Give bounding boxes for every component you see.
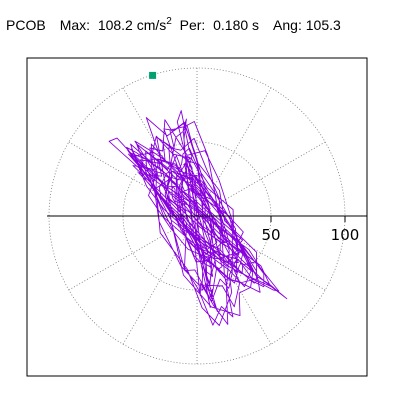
max-marker <box>149 71 157 79</box>
max-label: Max: <box>59 17 91 33</box>
grid-spoke <box>196 141 326 217</box>
radial-tick-label: 50 <box>261 226 280 244</box>
header: PCOB Max: 108.2 cm/s2 Per: 0.180 s Ang: 10… <box>6 16 341 33</box>
orbit-polyline <box>108 110 288 326</box>
grid-spoke <box>122 87 198 217</box>
max-value: 108.2 cm/s <box>97 17 167 33</box>
grid-spoke <box>196 87 272 217</box>
orbit-trace <box>108 110 288 326</box>
per-label: Per: <box>179 17 206 33</box>
grid-spoke <box>122 215 198 345</box>
radial-tick-label: 100 <box>331 226 360 244</box>
max-exponent: 2 <box>166 16 172 27</box>
marker-layer <box>149 71 157 79</box>
plot-frame <box>26 57 368 377</box>
grid-spoke <box>68 215 198 291</box>
ang-value: 105.3 <box>305 17 341 33</box>
radial-axis: 50 100 <box>47 215 367 244</box>
per-value: 0.180 s <box>213 17 260 33</box>
ang-label: Ang: <box>273 17 302 33</box>
station-code: PCOB <box>6 17 46 33</box>
